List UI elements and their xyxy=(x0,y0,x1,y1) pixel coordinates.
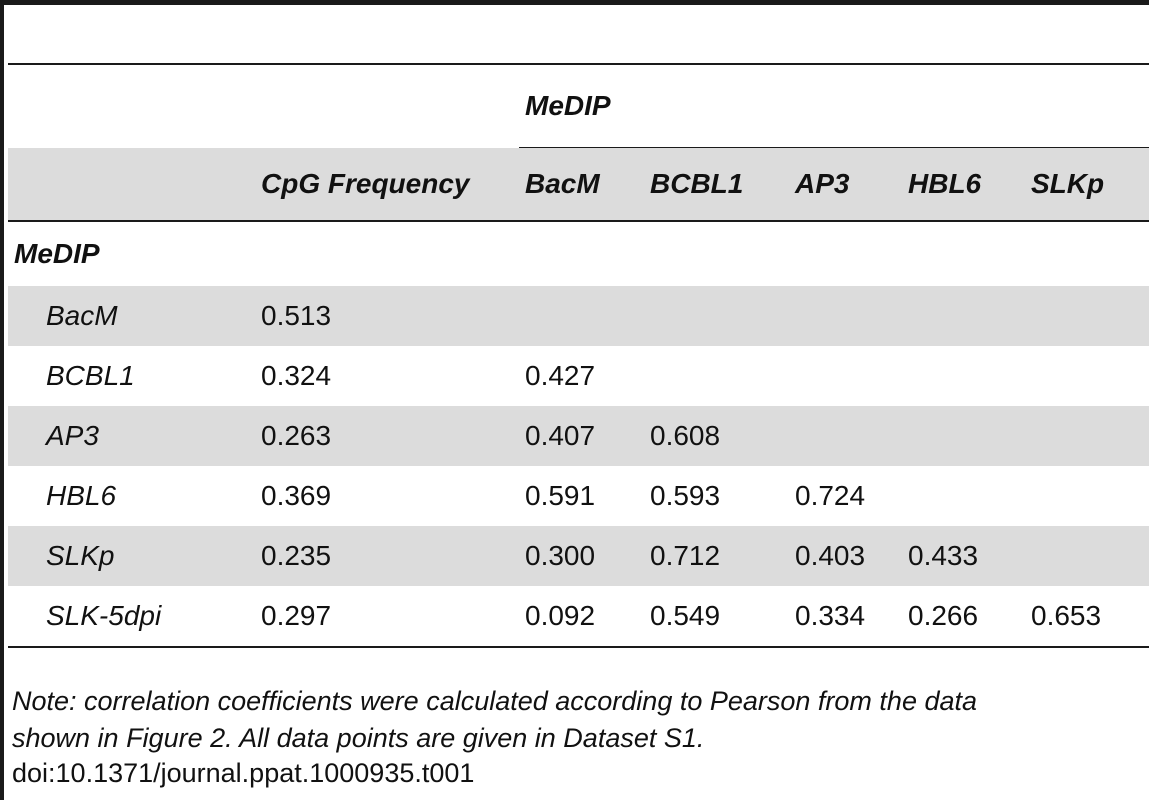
column-header xyxy=(8,147,255,221)
table-cell xyxy=(1025,286,1149,346)
table-cell: 0.266 xyxy=(908,600,979,631)
doi-text: doi:10.1371/journal.ppat.1000935.t001 xyxy=(12,758,475,788)
table-cell: 0.591 xyxy=(525,480,596,511)
table-cell xyxy=(902,286,1025,346)
table-cell: 0.513 xyxy=(255,286,519,346)
table-row: BCBL1 0.324 0.427 xyxy=(8,346,1149,406)
table-row: HBL6 0.369 0.591 0.593 0.724 xyxy=(8,466,1149,526)
table-cell xyxy=(1025,406,1149,466)
table-cell: 0.403 xyxy=(789,526,902,586)
column-header-cpg-frequency: CpG Frequency xyxy=(255,147,519,221)
table-cell: 0.549 xyxy=(650,600,721,631)
section-row: MeDIP xyxy=(8,221,1149,286)
table-cell xyxy=(902,346,1025,406)
note-line: shown in Figure 2. All data points are g… xyxy=(12,723,705,753)
left-border xyxy=(0,0,4,800)
header-empty-cell xyxy=(8,64,255,148)
medip-group-header: MeDIP xyxy=(519,64,1149,148)
table-cell: 0.608 xyxy=(644,406,789,466)
column-header-bacm: BacM xyxy=(519,147,644,221)
table-row: SLK-5dpi 0.297 0.092 0.549 0.334 0.266 0.653 xyxy=(8,586,1149,647)
table-cell xyxy=(1025,346,1149,406)
table-cell xyxy=(789,406,902,466)
correlation-table-container: MeDIP CpG Frequency BacM BCBL1 AP3 HBL6 … xyxy=(8,63,1149,648)
table-cell: 0.334 xyxy=(795,600,866,631)
row-label: BCBL1 xyxy=(46,360,135,391)
row-label: HBL6 xyxy=(46,480,117,511)
table-cell xyxy=(644,346,789,406)
column-header-slkp: SLKp xyxy=(1025,147,1149,221)
table-cell: 0.712 xyxy=(644,526,789,586)
column-header-row: CpG Frequency BacM BCBL1 AP3 HBL6 SLKp xyxy=(8,147,1149,221)
table-row: AP3 0.263 0.407 0.608 xyxy=(8,406,1149,466)
table-cell: 0.407 xyxy=(519,406,644,466)
header-empty-cell xyxy=(255,64,519,148)
row-label: AP3 xyxy=(8,406,255,466)
column-header-hbl6: HBL6 xyxy=(902,147,1025,221)
table-cell xyxy=(789,286,902,346)
table-cell: 0.433 xyxy=(902,526,1025,586)
column-header-bcbl1: BCBL1 xyxy=(644,147,789,221)
table-note: Note: correlation coefficients were calc… xyxy=(12,683,1149,757)
table-cell: 0.263 xyxy=(255,406,519,466)
table-cell: 0.593 xyxy=(650,480,721,511)
top-border xyxy=(0,0,1149,5)
correlation-table: MeDIP CpG Frequency BacM BCBL1 AP3 HBL6 … xyxy=(8,63,1149,648)
table-cell xyxy=(644,286,789,346)
table-cell: 0.297 xyxy=(261,600,332,631)
table-cell xyxy=(1025,466,1149,526)
table-cell: 0.092 xyxy=(525,600,596,631)
table-cell xyxy=(902,406,1025,466)
table-cell: 0.724 xyxy=(795,480,866,511)
table-row: BacM 0.513 xyxy=(8,286,1149,346)
group-header-row: MeDIP xyxy=(8,64,1149,148)
row-label: SLK-5dpi xyxy=(46,600,162,631)
table-cell: 0.653 xyxy=(1031,600,1102,631)
table-cell xyxy=(789,346,902,406)
section-label-medip: MeDIP xyxy=(14,238,100,269)
note-line: Note: correlation coefficients were calc… xyxy=(12,686,978,716)
row-label: SLKp xyxy=(8,526,255,586)
table-cell: 0.235 xyxy=(255,526,519,586)
table-cell: 0.369 xyxy=(261,480,332,511)
table-cell: 0.427 xyxy=(525,360,596,391)
table-cell xyxy=(1025,526,1149,586)
column-header-ap3: AP3 xyxy=(789,147,902,221)
table-cell xyxy=(902,466,1025,526)
table-cell: 0.300 xyxy=(519,526,644,586)
table-cell xyxy=(519,286,644,346)
table-cell: 0.324 xyxy=(261,360,332,391)
table-row: SLKp 0.235 0.300 0.712 0.403 0.433 xyxy=(8,526,1149,586)
medip-group-label: MeDIP xyxy=(525,90,611,121)
row-label: BacM xyxy=(8,286,255,346)
